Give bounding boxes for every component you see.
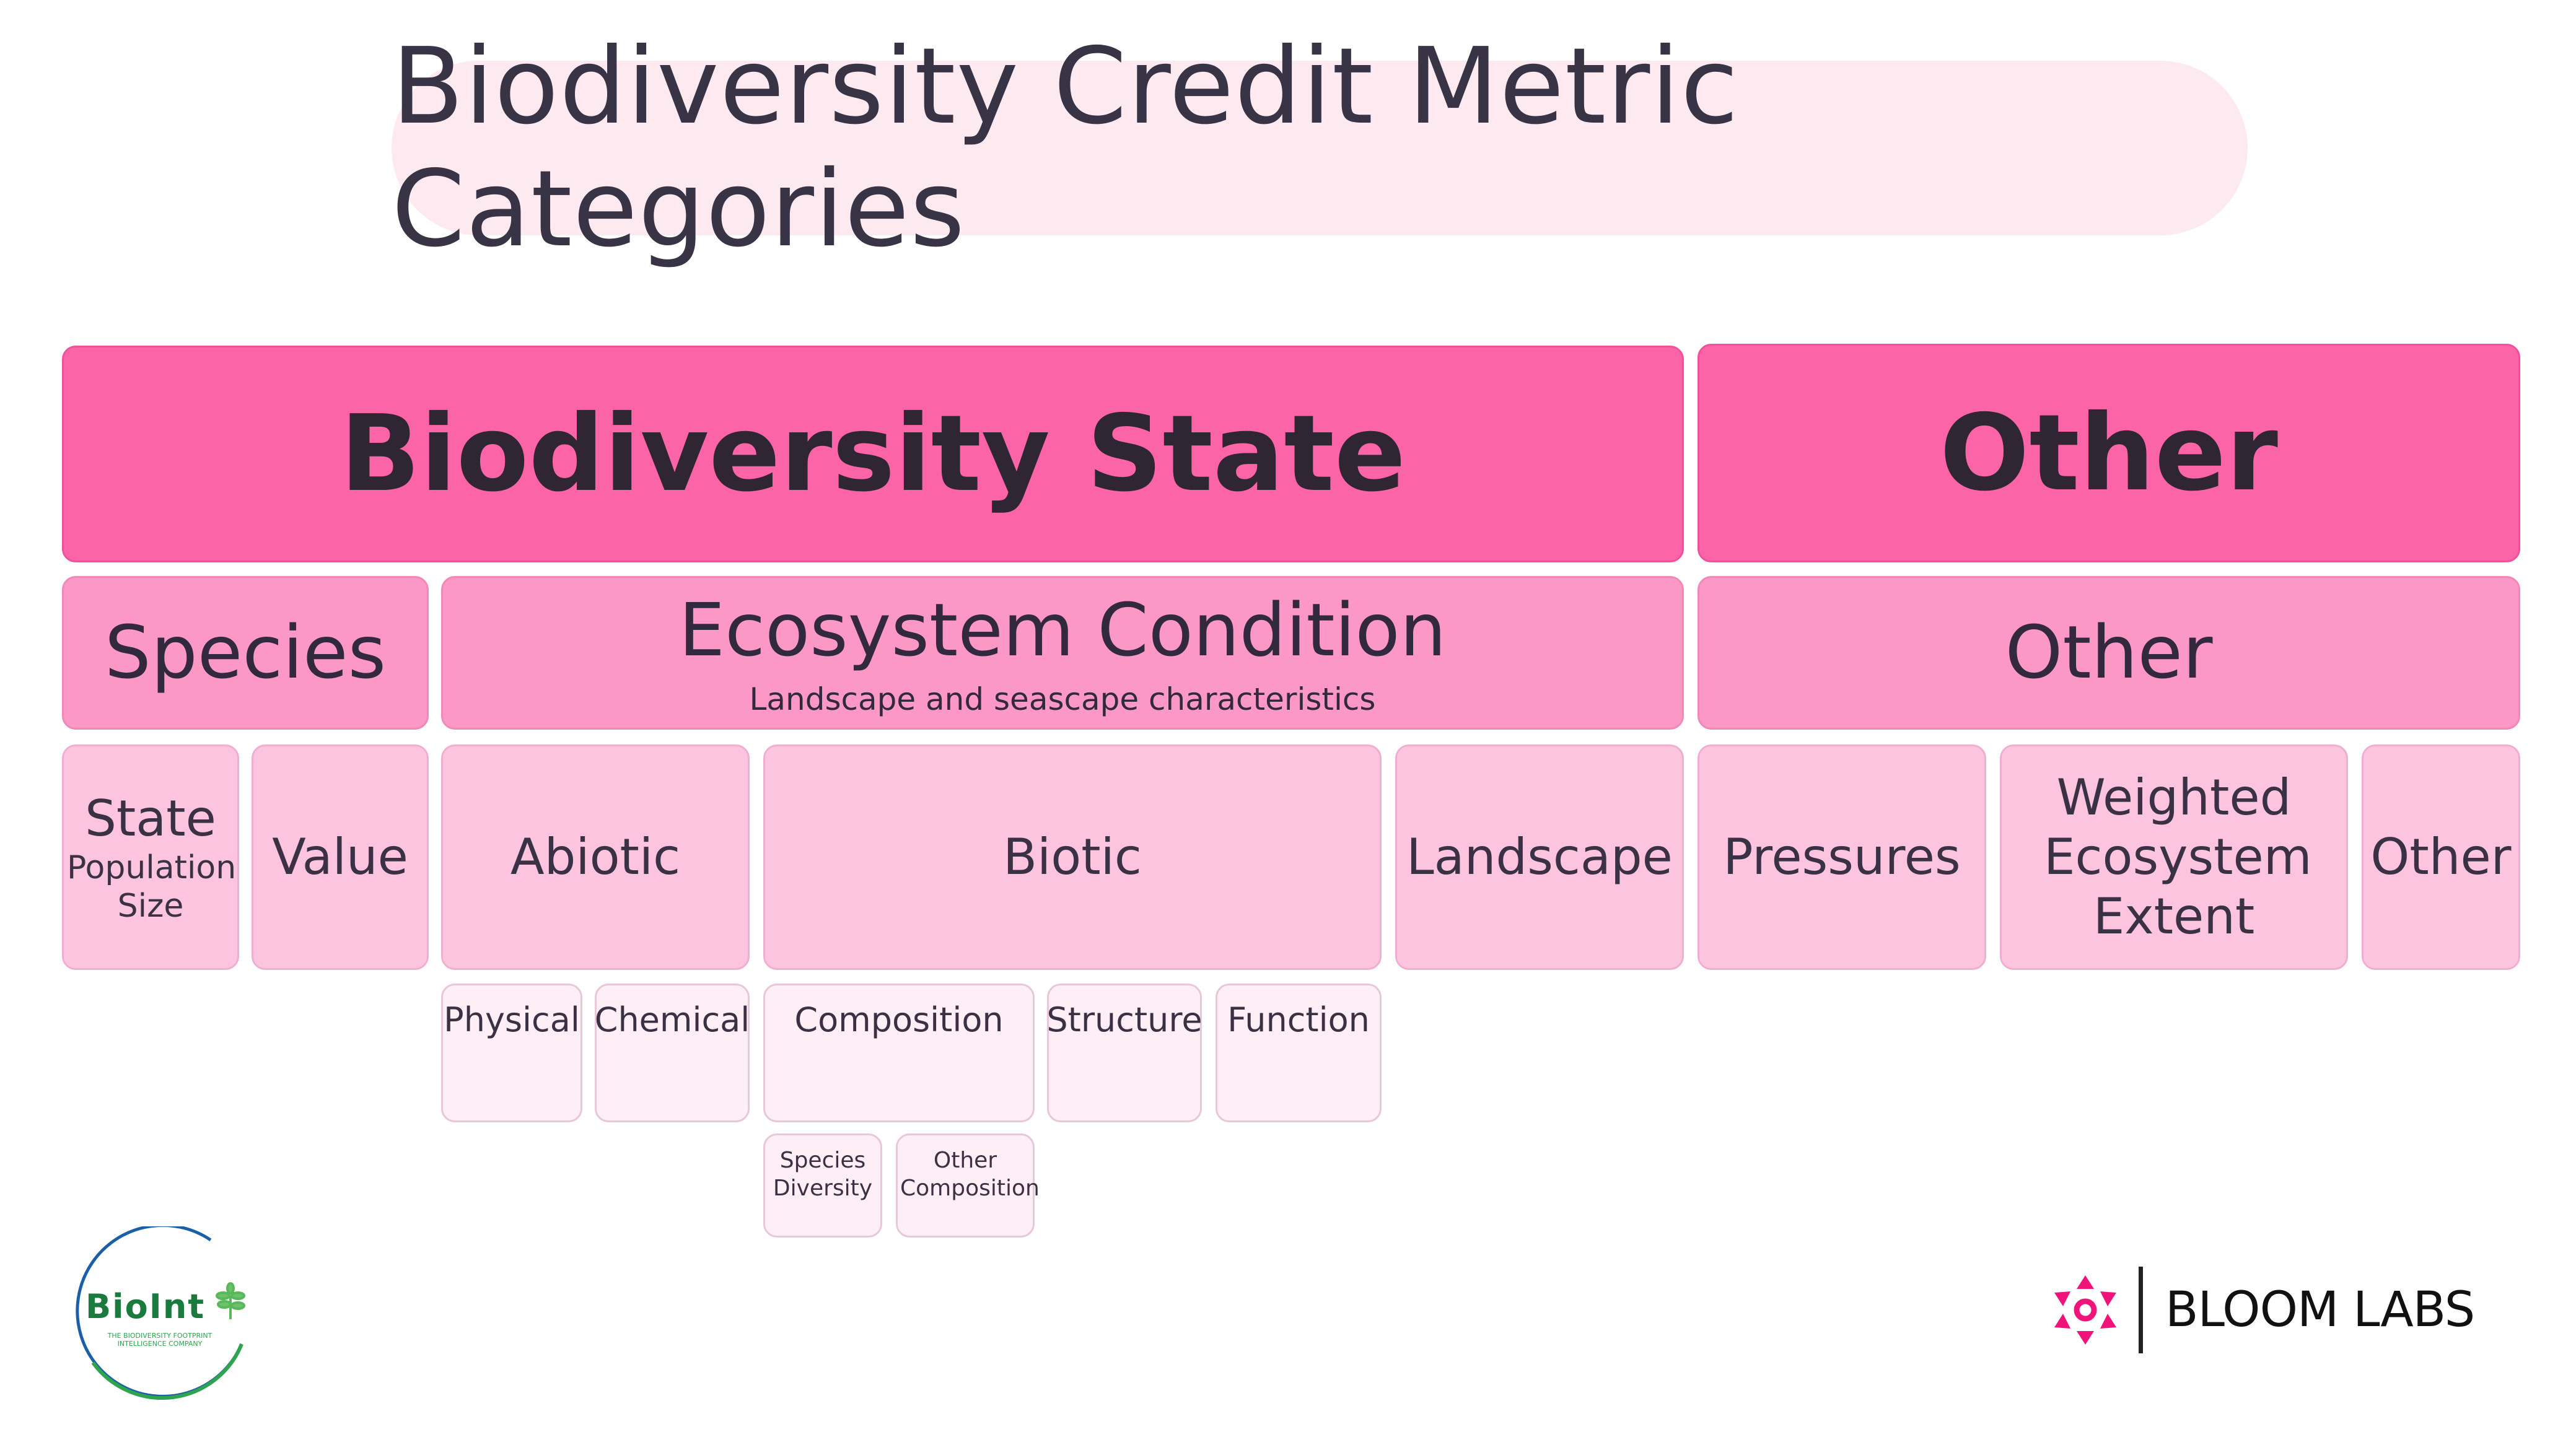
state-box: State Population Size [62,744,239,970]
biotic-label: Biotic [1003,828,1142,886]
other-composition-label: Other Composition [900,1148,1040,1201]
chemical-box: Chemical [595,984,750,1122]
other-top-label: Other [1940,391,2278,515]
page-title: Biodiversity Credit Metric Categories [392,25,1739,271]
physical-label: Physical [444,1000,580,1039]
structure-label: Structure [1046,1000,1203,1039]
weighted-ecosystem-extent-box: Weighted Ecosystem Extent [2000,744,2348,970]
other-bottom-label: Other [2370,828,2512,886]
species-diversity-box: Species Diversity [763,1133,882,1238]
bloom-divider [2139,1267,2143,1353]
bioint-name: BioInt [85,1287,206,1326]
flower-icon [2054,1275,2116,1345]
pressures-label: Pressures [1723,828,1961,886]
bloom-labs-logo: BLOOM LABS [2051,1264,2475,1356]
weighted-ecosystem-extent-label: Weighted Ecosystem Extent [2044,769,2312,945]
composition-label: Composition [794,1000,1004,1039]
physical-box: Physical [441,984,582,1122]
structure-box: Structure [1046,984,1203,1122]
bloom-labs-name: BLOOM LABS [2165,1282,2475,1338]
species-diversity-label: Species Diversity [773,1148,873,1201]
function-box: Function [1216,984,1382,1122]
bioint-logo: BioInt THE BIODIVERSITY FOOTPRINT INTELL… [68,1223,260,1400]
landscape-box: Landscape [1395,744,1684,970]
title-banner: Biodiversity Credit Metric Categories [392,25,2248,271]
biodiversity-state-label: Biodiversity State [340,393,1406,515]
biodiversity-state-box: Biodiversity State [62,346,1684,562]
landscape-label: Landscape [1406,828,1673,886]
state-subtitle: Population Size [67,849,237,925]
bioint-ring-icon [76,1223,245,1400]
other-composition-box: Other Composition [896,1133,1040,1238]
bioint-tagline: THE BIODIVERSITY FOOTPRINT INTELLIGENCE … [107,1332,212,1348]
species-label: Species [104,609,387,696]
other-bottom-box: Other [2362,744,2520,970]
other-mid-label: Other [2005,609,2213,696]
abiotic-label: Abiotic [510,828,681,886]
ecosystem-condition-box: Ecosystem Condition Landscape and seasca… [441,576,1684,730]
other-top-box: Other [1698,344,2520,562]
ecosystem-condition-subtitle: Landscape and seascape characteristics [749,681,1376,717]
pressures-box: Pressures [1698,744,1986,970]
function-label: Function [1227,1000,1370,1039]
composition-box: Composition [763,984,1035,1122]
abiotic-box: Abiotic [441,744,750,970]
value-box: Value [252,744,429,970]
species-box: Species [62,576,429,730]
chemical-label: Chemical [594,1000,750,1039]
state-label: State [85,789,216,847]
other-mid-box: Other [1698,576,2520,730]
biotic-box: Biotic [763,744,1382,970]
value-label: Value [272,828,408,886]
ecosystem-condition-label: Ecosystem Condition [678,587,1447,673]
